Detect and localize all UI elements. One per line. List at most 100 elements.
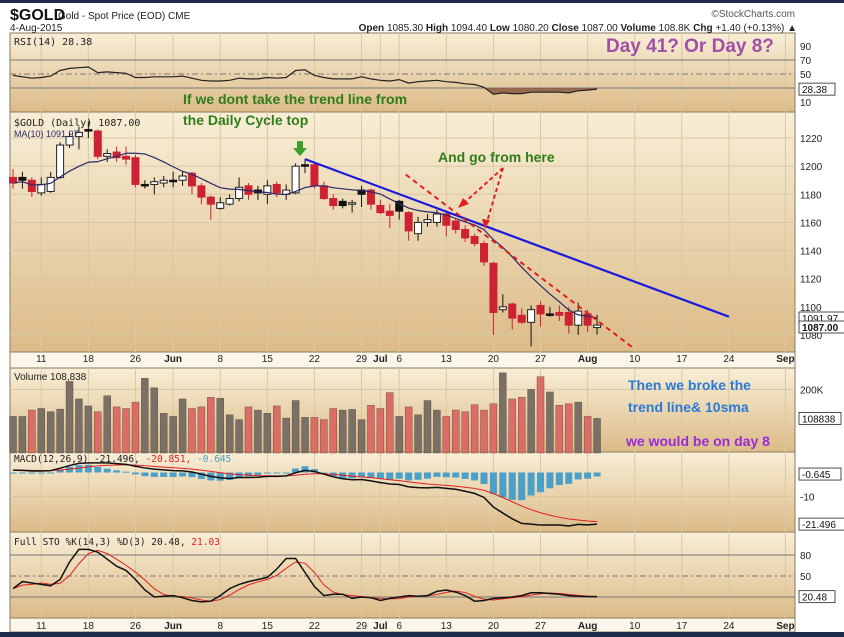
value-tag-price-box bbox=[798, 320, 844, 334]
macd-histogram-bar bbox=[452, 472, 460, 478]
volume-bar bbox=[18, 416, 27, 454]
date-tick-label: 18 bbox=[83, 354, 95, 365]
candle bbox=[187, 171, 196, 195]
open-value: 1085.30 bbox=[387, 23, 424, 34]
volume-bar bbox=[461, 411, 469, 454]
date-tick-label: 6 bbox=[396, 354, 402, 365]
candle bbox=[150, 177, 159, 195]
value-tag-rsi-box bbox=[798, 82, 836, 96]
volume-value: 108.8K bbox=[659, 23, 691, 34]
rsi-tick-label: 50 bbox=[800, 70, 812, 81]
value-tag-macd_hist: -0.645 bbox=[802, 470, 831, 481]
candle-body bbox=[423, 219, 432, 223]
chg-label: Chg bbox=[693, 23, 712, 34]
candle-body bbox=[150, 181, 159, 185]
volume-bar bbox=[357, 419, 366, 454]
price-tick-label: 1220 bbox=[800, 134, 823, 145]
candle-body bbox=[376, 205, 385, 214]
candle-body bbox=[187, 172, 196, 187]
candle-body bbox=[348, 202, 357, 205]
candle bbox=[103, 149, 112, 162]
macd-histogram-bar bbox=[310, 469, 318, 473]
candle-body bbox=[169, 179, 178, 183]
volume-bar bbox=[489, 403, 498, 454]
volume-bar bbox=[329, 408, 337, 454]
candle-body bbox=[574, 310, 583, 326]
candle-body bbox=[517, 314, 526, 323]
value-tag-rsi: 28.38 bbox=[802, 85, 827, 96]
volume-bar bbox=[75, 398, 83, 454]
value-tag-ma: 1091.97 bbox=[802, 314, 839, 325]
candle-body bbox=[536, 304, 545, 315]
price-panel bbox=[9, 111, 796, 353]
candle bbox=[65, 132, 74, 148]
date-tick-label: 27 bbox=[535, 354, 547, 365]
annotation-day-question: Day 41? Or Day 8? bbox=[606, 36, 774, 57]
rsi-line bbox=[12, 66, 598, 95]
volume-bar bbox=[574, 401, 582, 454]
value-tag-price: 1087.00 bbox=[802, 323, 839, 334]
macd-histogram-bar bbox=[37, 472, 45, 474]
ma-legend: MA(10) 1091.97 bbox=[14, 129, 79, 139]
rsi-oversold-fill bbox=[13, 88, 598, 95]
volume-bar bbox=[423, 400, 432, 454]
candle bbox=[216, 197, 225, 210]
candle-body bbox=[527, 309, 536, 323]
date-tick-label: Sep bbox=[776, 354, 794, 365]
volume-bar bbox=[527, 389, 535, 454]
volume-bar bbox=[131, 401, 140, 454]
volume-bar bbox=[320, 419, 328, 454]
volume-bar bbox=[367, 405, 375, 454]
red-dashed-trendline bbox=[405, 173, 636, 350]
rsi-panel bbox=[9, 32, 796, 113]
candle-body bbox=[84, 129, 93, 132]
volume-bar bbox=[395, 416, 403, 454]
macd-histogram-bar bbox=[518, 472, 526, 501]
sto-k-line bbox=[12, 548, 598, 603]
candle-body bbox=[18, 176, 27, 181]
volume-bar bbox=[273, 405, 281, 454]
blue-trendline bbox=[304, 158, 730, 318]
candle bbox=[555, 305, 564, 321]
date-tick-label: Jun bbox=[164, 354, 182, 365]
candle bbox=[291, 163, 300, 195]
volume-bar bbox=[197, 406, 206, 454]
close-label: Close bbox=[552, 23, 580, 34]
candle-body bbox=[140, 183, 149, 187]
candle bbox=[27, 177, 36, 198]
date-tick-label: 13 bbox=[441, 354, 453, 365]
date-tick-label: 29 bbox=[356, 621, 368, 632]
volume-bar bbox=[339, 409, 347, 454]
candle bbox=[18, 171, 27, 189]
value-tag-macd_hist-box bbox=[798, 467, 842, 481]
macd-histogram-bar bbox=[150, 472, 158, 477]
candle bbox=[480, 240, 488, 267]
value-tag-sto-box bbox=[798, 590, 836, 604]
candle bbox=[329, 194, 338, 210]
close-value: 1087.00 bbox=[582, 23, 619, 34]
low-label: Low bbox=[490, 23, 510, 34]
symbol-title: $GOLD bbox=[10, 7, 65, 24]
candle-body bbox=[480, 243, 488, 263]
volume-bar bbox=[593, 418, 601, 454]
candle bbox=[159, 176, 168, 188]
date-tick-label: 15 bbox=[262, 354, 274, 365]
volume-bar bbox=[565, 403, 573, 454]
volume-tick-label: 200K bbox=[800, 385, 824, 396]
candle-body bbox=[451, 220, 460, 230]
macd-histogram-bar bbox=[197, 472, 205, 479]
green-arrow-icon bbox=[293, 141, 308, 157]
macd-histogram-bar bbox=[405, 472, 413, 481]
macd-histogram-bar bbox=[480, 472, 488, 485]
candle-body bbox=[593, 324, 602, 329]
macd-histogram-bar bbox=[273, 472, 281, 474]
macd-histogram-bar bbox=[584, 472, 592, 479]
volume-bar bbox=[282, 417, 290, 454]
candle bbox=[84, 121, 93, 139]
date-tick-label: 26 bbox=[130, 621, 142, 632]
volume-bar bbox=[235, 419, 243, 454]
date-tick-label: 26 bbox=[130, 354, 142, 365]
macd-histogram-bar bbox=[527, 472, 535, 496]
macd-histogram-bar bbox=[56, 469, 64, 473]
